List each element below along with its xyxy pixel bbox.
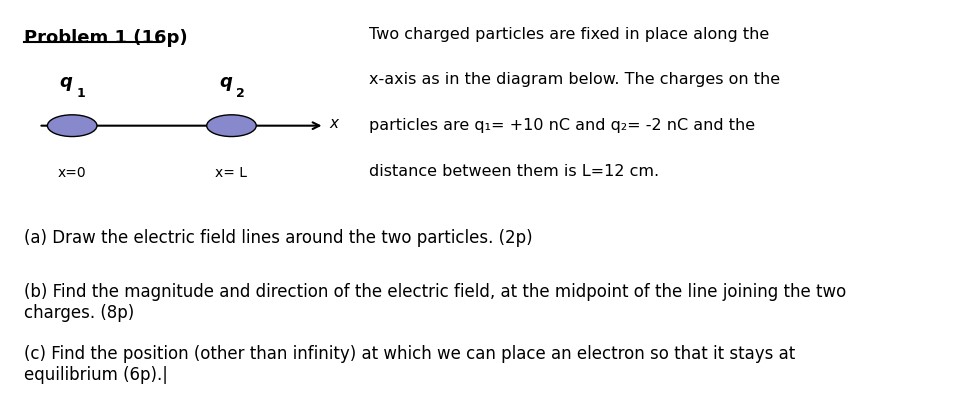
Text: 2: 2 [236, 87, 244, 100]
Text: (b) Find the magnitude and direction of the electric field, at the midpoint of t: (b) Find the magnitude and direction of … [23, 283, 845, 322]
Text: x=0: x=0 [57, 166, 87, 181]
Text: x: x [330, 116, 339, 131]
Text: q: q [219, 73, 232, 91]
Circle shape [48, 115, 97, 137]
Text: Problem 1 (16p): Problem 1 (16p) [23, 28, 187, 47]
Text: x-axis as in the diagram below. The charges on the: x-axis as in the diagram below. The char… [368, 72, 780, 87]
Text: Two charged particles are fixed in place along the: Two charged particles are fixed in place… [368, 26, 768, 41]
Text: distance between them is L=12 cm.: distance between them is L=12 cm. [368, 164, 658, 179]
Text: (c) Find the position (other than infinity) at which we can place an electron so: (c) Find the position (other than infini… [23, 345, 795, 384]
Circle shape [206, 115, 256, 137]
Text: x= L: x= L [215, 166, 247, 181]
Text: 1: 1 [77, 87, 86, 100]
Text: q: q [59, 73, 72, 91]
Text: (a) Draw the electric field lines around the two particles. (2p): (a) Draw the electric field lines around… [23, 229, 532, 246]
Text: particles are q₁= +10 nC and q₂= -2 nC and the: particles are q₁= +10 nC and q₂= -2 nC a… [368, 118, 755, 133]
